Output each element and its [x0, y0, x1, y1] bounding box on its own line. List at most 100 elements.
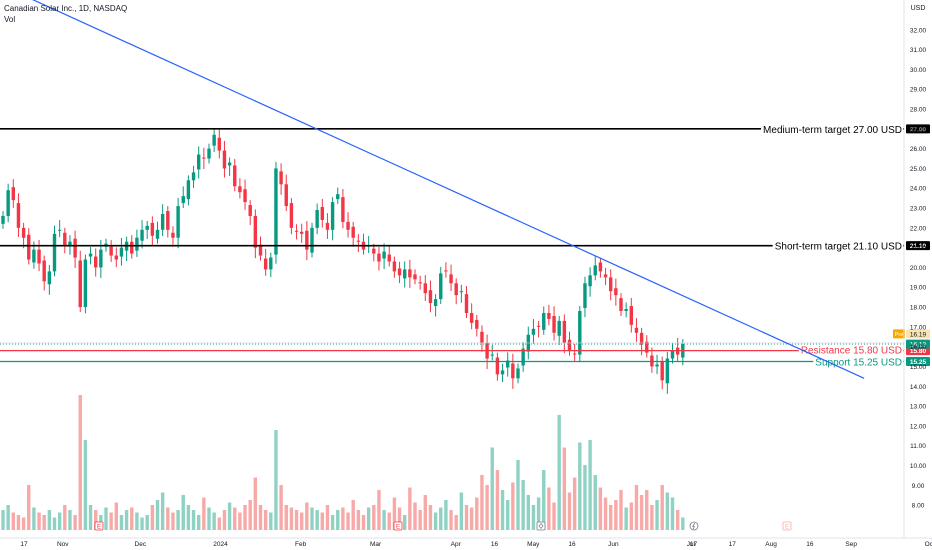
candle-body: [634, 327, 639, 333]
volume-bar: [176, 510, 180, 530]
price-tick-label: 21.00: [910, 245, 927, 252]
candle-body: [572, 353, 577, 355]
volume-bar: [536, 497, 541, 530]
candle-body: [181, 196, 185, 204]
price-tick-label: 24.00: [910, 186, 927, 193]
candle-body: [109, 246, 113, 256]
volume-bar: [114, 502, 118, 530]
volume-bar: [52, 517, 57, 530]
volume-bar: [469, 507, 474, 530]
volume-bar: [238, 512, 242, 530]
volume-bar: [603, 497, 608, 530]
price-tick-label: 32.00: [910, 27, 927, 34]
candle-body: [274, 168, 278, 255]
candle-body: [403, 269, 407, 279]
volume-bar: [42, 515, 46, 530]
price-tick-label: 15.00: [910, 364, 927, 371]
earnings-event-icon[interactable]: [393, 521, 403, 531]
volume-bar: [11, 512, 15, 530]
price-tick-label: 11.00: [910, 443, 926, 450]
volume-bar: [645, 490, 649, 530]
volume-bar: [336, 510, 340, 530]
volume-bar: [454, 515, 458, 530]
pre-market-price-text: 16.19: [910, 331, 927, 338]
volume-bar: [588, 440, 592, 530]
candle-body: [11, 187, 15, 201]
level-price-badge-text: 27.00: [910, 126, 927, 133]
volume-bar: [572, 477, 577, 530]
volume-bar: [16, 515, 21, 530]
volume-bar: [439, 507, 443, 530]
time-tick-label: 16: [568, 541, 576, 548]
level-label: Resistance 15.80 USD: [801, 346, 902, 357]
candle-body: [382, 251, 386, 259]
candle-body: [567, 339, 572, 351]
dividend-event-icon[interactable]: [536, 521, 546, 531]
volume-bar: [506, 500, 510, 530]
volume-bar: [428, 505, 433, 530]
volume-bar: [37, 512, 41, 530]
volume-bar: [130, 507, 134, 530]
lightning-event-icon[interactable]: [689, 521, 699, 531]
candle-body: [557, 320, 561, 336]
candle-body: [578, 311, 582, 355]
trendline[interactable]: [3, 0, 865, 379]
candle-body: [639, 332, 644, 345]
price-tick-label: 17.00: [910, 324, 927, 331]
candle-body: [140, 229, 144, 241]
volume-bar: [598, 487, 603, 530]
candle-body: [88, 253, 93, 257]
candle-body: [464, 294, 469, 313]
volume-bar: [341, 507, 345, 530]
volume-bar: [63, 505, 67, 530]
volume-bar: [21, 517, 26, 530]
time-tick-label: Feb: [295, 541, 307, 548]
volume-bar: [222, 510, 227, 530]
volume-bar: [191, 510, 196, 530]
candle-body: [248, 205, 252, 216]
volume-bar: [109, 512, 113, 530]
volume-bar: [552, 502, 556, 530]
volume-bar: [392, 497, 397, 530]
candle-body: [351, 226, 355, 238]
volume-bar: [269, 512, 273, 530]
volume-bar: [557, 415, 561, 530]
candle-body: [21, 227, 26, 238]
volume-bar: [88, 505, 93, 530]
candle-body: [593, 265, 597, 276]
volume-bar: [294, 510, 299, 530]
candle-body: [397, 268, 402, 276]
candle-body: [346, 221, 350, 230]
candle-body: [609, 277, 613, 292]
volume-bar: [583, 465, 587, 530]
candle-body: [191, 172, 196, 181]
candle-body: [320, 207, 324, 220]
earnings-event-icon[interactable]: [782, 521, 792, 531]
volume-bar: [464, 505, 469, 530]
volume-bar: [619, 490, 623, 530]
symbol-title[interactable]: Canadian Solar Inc., 1D, NASDAQ: [4, 4, 128, 13]
candle-body: [490, 354, 494, 356]
level-price-badge: [906, 124, 930, 134]
candle-body: [495, 357, 500, 375]
price-tick-label: 29.00: [910, 87, 927, 94]
candle-body: [258, 244, 263, 256]
horizontal-levels[interactable]: Medium-term target 27.00 USD 27.00 Short-t…: [0, 124, 930, 369]
time-tick-label: Apr: [451, 541, 462, 548]
candle-body: [408, 269, 412, 278]
candle-body: [114, 255, 118, 260]
volume-bar: [171, 512, 175, 530]
descending-trendline[interactable]: [3, 0, 865, 379]
volume-bar: [325, 505, 330, 530]
candle-body: [171, 232, 175, 238]
earnings-event-icon[interactable]: [94, 521, 104, 531]
lightning-glyph: [692, 522, 696, 530]
time-tick-label: Oc: [925, 541, 932, 548]
volume-bar: [624, 507, 628, 530]
candle-body: [469, 312, 474, 323]
candle-body: [583, 283, 587, 309]
